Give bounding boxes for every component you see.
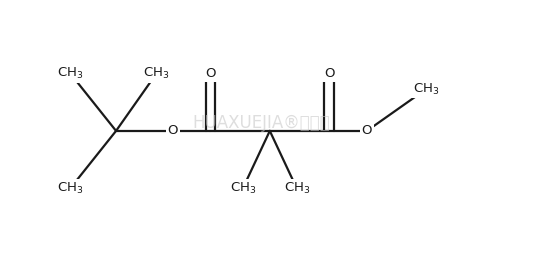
Text: CH$_3$: CH$_3$ [229, 181, 256, 196]
Text: CH$_3$: CH$_3$ [143, 66, 169, 81]
Text: CH$_3$: CH$_3$ [413, 81, 439, 97]
Text: CH$_3$: CH$_3$ [283, 181, 310, 196]
Text: O: O [205, 67, 216, 80]
Text: O: O [362, 124, 372, 138]
Text: O: O [167, 124, 178, 138]
Text: CH$_3$: CH$_3$ [57, 66, 83, 81]
Text: O: O [324, 67, 335, 80]
Text: CH$_3$: CH$_3$ [57, 181, 83, 196]
Text: HUAXUEJIA®化学加: HUAXUEJIA®化学加 [193, 114, 331, 132]
